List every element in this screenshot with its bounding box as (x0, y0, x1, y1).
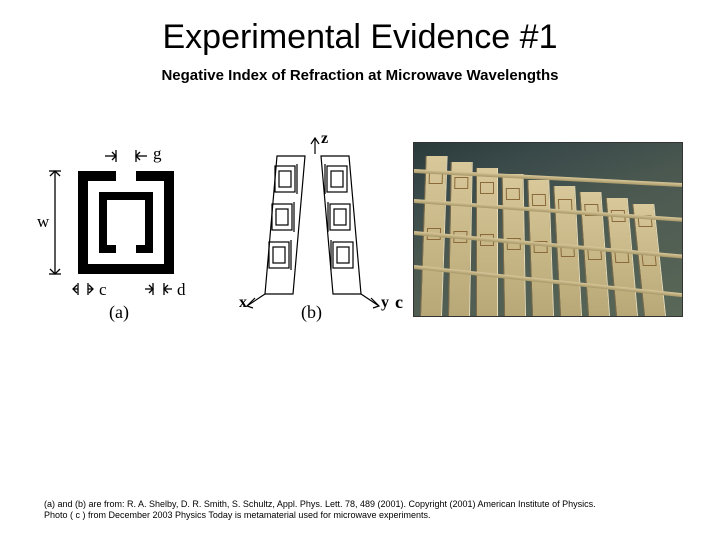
srr-unit-cell-diagram (37, 134, 217, 324)
citation-line-2: Photo ( c ) from December 2003 Physics T… (44, 510, 676, 522)
dim-g-label: g (153, 144, 162, 164)
panel-b: z x y (b) (235, 134, 395, 324)
citation-block: (a) and (b) are from: R. A. Shelby, D. R… (44, 499, 676, 522)
axis-y-label: y (381, 294, 389, 312)
figure-row: w c g d (a) (0, 134, 720, 324)
panel-c-label: c (395, 292, 403, 313)
panel-a-label: (a) (109, 302, 129, 323)
axis-x-label: x (239, 294, 247, 312)
metamaterial-photo (413, 142, 683, 317)
citation-line-1: (a) and (b) are from: R. A. Shelby, D. R… (44, 499, 676, 511)
dim-c-label: c (99, 280, 107, 300)
axis-z-label: z (321, 130, 328, 148)
srr-strips-diagram (235, 134, 395, 324)
panel-a: w c g d (a) (37, 134, 217, 324)
page-title: Experimental Evidence #1 (0, 18, 720, 57)
dim-d-label: d (177, 280, 186, 300)
panel-b-label: (b) (301, 302, 322, 323)
dim-w-label: w (37, 212, 49, 232)
panel-c: c (413, 142, 683, 317)
page-subtitle: Negative Index of Refraction at Microwav… (0, 67, 720, 84)
